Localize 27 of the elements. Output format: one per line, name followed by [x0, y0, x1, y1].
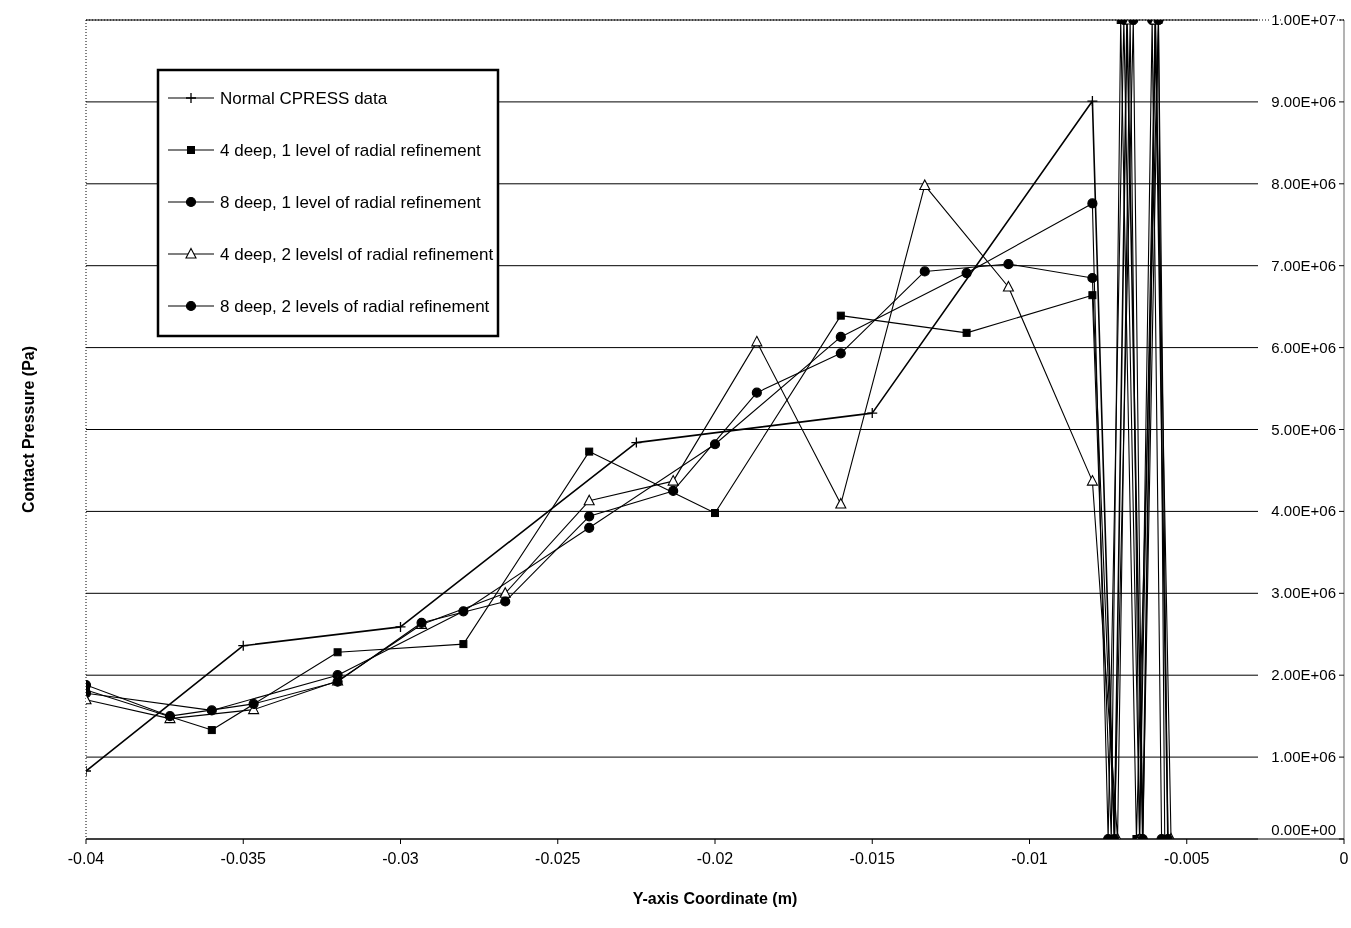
x-tick-label: -0.005 [1164, 850, 1210, 867]
y-tick-label: 0.00E+00 [1271, 821, 1336, 838]
x-tick-label: -0.03 [382, 850, 419, 867]
x-tick-label: -0.01 [1011, 850, 1048, 867]
legend-label: Normal CPRESS data [220, 89, 388, 108]
y-tick-label: 8.00E+06 [1271, 174, 1336, 192]
y-tick-label: 7.00E+06 [1271, 256, 1336, 274]
legend-label: 8 deep, 2 levels of radial refinement [220, 297, 490, 316]
x-tick-label: -0.035 [220, 850, 267, 867]
y-tick-label: 9.00E+06 [1271, 92, 1336, 110]
legend-label: 8 deep, 1 level of radial refinement [220, 193, 482, 212]
x-tick-label: -0.025 [535, 850, 581, 867]
x-tick-label: -0.015 [849, 850, 896, 867]
y-axis-title: Contact Pressure (Pa) [20, 345, 37, 514]
y-tick-label: 4.00E+06 [1271, 502, 1336, 520]
x-axis-title: Y-axis Coordinate (m) [632, 890, 798, 907]
y-tick-label: 1.00E+06 [1271, 748, 1336, 766]
legend-label: 4 deep, 1 level of radial refinement [220, 141, 482, 160]
legend-label: 4 deep, 2 levelsl of radial refinement [220, 245, 494, 264]
x-tick-label: 0 [1339, 850, 1349, 867]
x-tick-label: -0.04 [67, 850, 105, 867]
y-tick-label: 2.00E+06 [1271, 666, 1336, 684]
y-tick-label: 3.00E+06 [1271, 584, 1336, 602]
y-tick-label: 5.00E+06 [1271, 420, 1336, 438]
y-tick-label: 6.00E+06 [1271, 338, 1336, 356]
y-tick-label: 1.00E+07 [1271, 11, 1336, 28]
x-tick-label: -0.02 [696, 850, 734, 867]
